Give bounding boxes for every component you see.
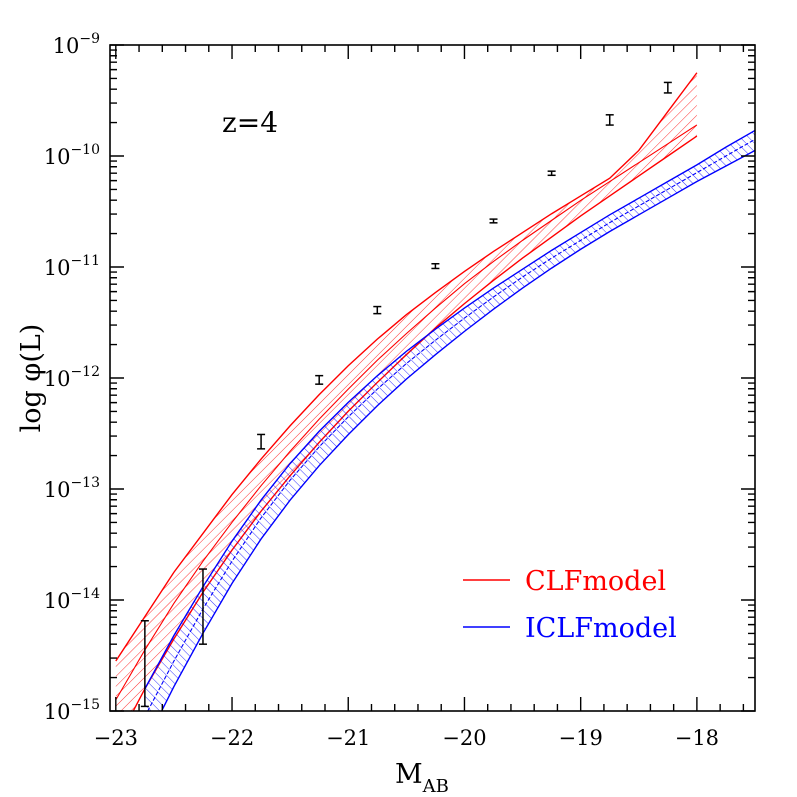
legend-label-iclfmodel: ICLFmodel xyxy=(525,613,677,644)
data-points xyxy=(140,81,672,708)
data-point-6 xyxy=(489,218,498,224)
data-point-4 xyxy=(373,305,382,315)
axis-ticks xyxy=(110,44,755,712)
y-tick-label-2: 10−13 xyxy=(44,475,100,502)
x-tick-label-5: −18 xyxy=(675,726,719,750)
y-tick-label-0: 10−15 xyxy=(44,697,100,724)
data-point-2 xyxy=(257,433,266,450)
data-point-1 xyxy=(198,568,207,645)
data-point-0 xyxy=(140,620,149,708)
iclfmodel-mid-curve xyxy=(147,138,755,711)
legend-label-clfmodel: CLFmodel xyxy=(525,566,666,597)
y-tick-label-1: 10−14 xyxy=(44,586,100,613)
x-axis-title-sub: AB xyxy=(422,776,449,797)
iclfmodel-lower-curve xyxy=(160,149,755,711)
y-tick-label-5: 10−10 xyxy=(44,142,100,169)
clfmodel-mid-curve xyxy=(115,124,698,701)
model-bands xyxy=(115,72,755,711)
data-point-7 xyxy=(547,170,556,177)
data-point-3 xyxy=(315,374,324,385)
x-axis-title-main: M xyxy=(395,759,423,790)
x-tick-label-1: −22 xyxy=(210,726,254,750)
clfmodel-upper-curve xyxy=(115,72,698,662)
y-tick-label-4: 10−11 xyxy=(44,253,100,280)
x-tick-label-0: −23 xyxy=(94,726,138,750)
redshift-annotation: z=4 xyxy=(222,106,278,139)
x-tick-label-3: −20 xyxy=(442,726,486,750)
clfmodel-band-fill xyxy=(115,72,697,711)
iclfmodel-band-fill xyxy=(144,130,755,711)
x-tick-label-4: −19 xyxy=(559,726,603,750)
iclfmodel-upper-curve xyxy=(144,129,755,690)
legend: CLFmodel ICLFmodel xyxy=(463,566,677,644)
y-tick-label-3: 10−12 xyxy=(44,364,100,391)
x-axis-title: MAB xyxy=(395,759,449,797)
tick-marks xyxy=(110,44,755,712)
y-axis-title: log φ(L) xyxy=(16,324,47,433)
x-tick-label-2: −21 xyxy=(326,726,370,750)
data-point-8 xyxy=(605,114,614,126)
y-tick-label-6: 10−9 xyxy=(53,31,100,58)
axis-tick-labels: −23 −22 −21 −20 −19 −18 10−15 10−14 10−13 10−12 10… xyxy=(44,31,719,750)
data-point-5 xyxy=(431,262,440,270)
data-point-9 xyxy=(663,81,672,94)
